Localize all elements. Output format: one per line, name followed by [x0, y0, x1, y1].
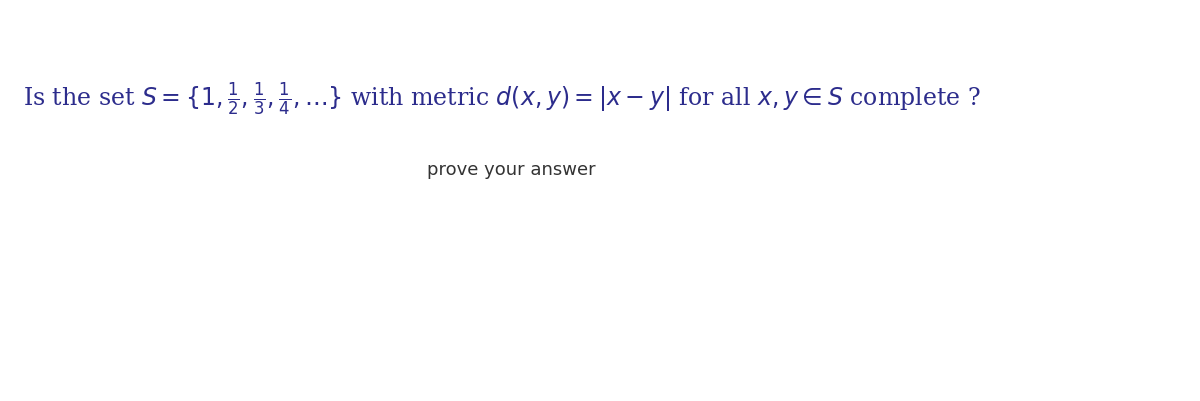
Text: Is the set $S = \{1, \frac{1}{2}, \frac{1}{3}, \frac{1}{4}, \ldots\}$ with metri: Is the set $S = \{1, \frac{1}{2}, \frac{… [23, 80, 980, 117]
Text: prove your answer: prove your answer [427, 160, 595, 178]
